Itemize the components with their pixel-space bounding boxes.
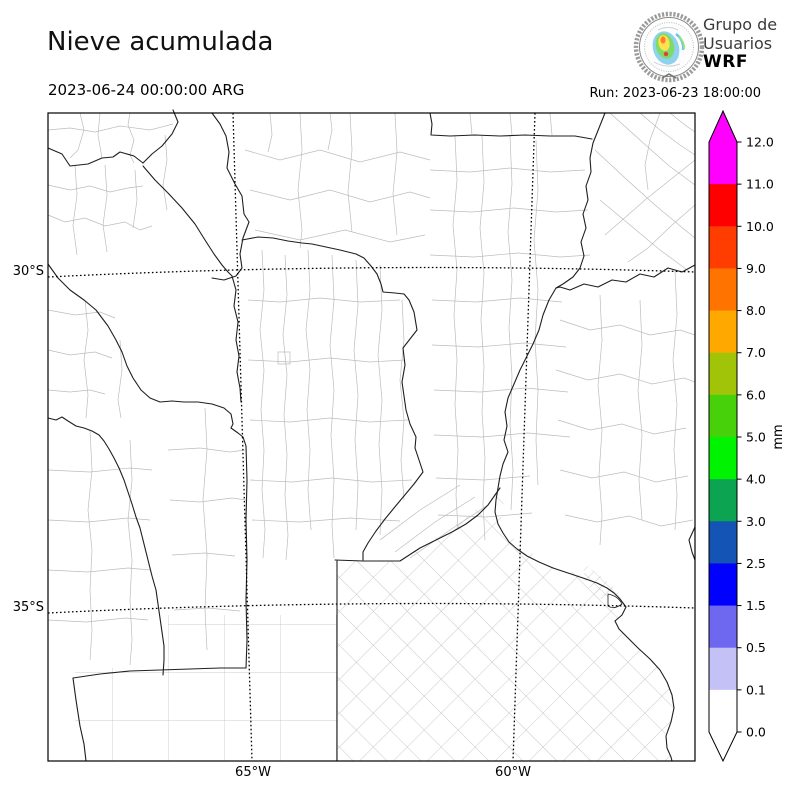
colorbar-segment <box>709 352 737 396</box>
colorbar-tick-label: 7.0 <box>746 345 766 360</box>
gridline-65w <box>232 112 253 762</box>
colorbar-segment <box>709 689 737 733</box>
wrf-users-group-logo-icon <box>633 11 705 83</box>
lat-tick-30s: 30°S <box>12 264 44 279</box>
graticule-gridlines <box>47 112 696 762</box>
buenos-aires-department-grid <box>337 484 674 761</box>
colorbar-segment <box>709 563 737 607</box>
colorbar-tick-label: 6.0 <box>746 387 766 402</box>
colorbar-tick-label: 0.5 <box>746 640 766 655</box>
colorbar-segment <box>709 226 737 269</box>
logo-text: Grupo de Usuarios WRF <box>703 15 777 72</box>
colorbar-segment <box>709 310 737 354</box>
colorbar-tick-label: 9.0 <box>746 261 766 276</box>
map-frame <box>47 112 696 762</box>
lon-tick-60w: 60°W <box>495 765 531 780</box>
colorbar-tick-label: 8.0 <box>746 303 766 318</box>
logo-line-3: WRF <box>703 52 748 72</box>
colorbar-tick-label: 0.0 <box>746 725 766 740</box>
colorbar-tick-label: 11.0 <box>746 177 774 192</box>
colorbar-segment <box>709 605 737 649</box>
logo-line-2: Usuarios <box>703 34 773 53</box>
logo-radar-blob <box>652 27 685 67</box>
province-boundaries <box>47 109 696 762</box>
colorbar-unit-label: mm <box>771 424 786 449</box>
department-boundaries <box>47 112 696 666</box>
colorbar-tick-label: 4.0 <box>746 472 766 487</box>
logo-line-1: Grupo de <box>703 15 778 34</box>
colorbar-tick-label: 3.0 <box>746 514 766 529</box>
colorbar-segment <box>709 521 737 564</box>
colorbar-tick-label: 10.0 <box>746 219 774 234</box>
colorbar-extend-over <box>709 111 737 142</box>
colorbar-segment <box>709 184 737 227</box>
colorbar-tick-label: 2.5 <box>746 556 766 571</box>
colorbar-tick-label: 0.1 <box>746 682 766 697</box>
colorbar-tick-label: 12.0 <box>746 135 774 150</box>
lat-tick-35s: 35°S <box>12 600 44 615</box>
gridline-60w <box>512 112 536 762</box>
valid-time-label: 2023-06-24 00:00:00 ARG <box>48 81 245 99</box>
colorbar-tick-label: 5.0 <box>746 430 766 445</box>
colorbar-tick-label: 1.5 <box>746 598 766 613</box>
lon-tick-65w: 65°W <box>235 765 271 780</box>
page-title: Nieve acumulada <box>47 27 274 57</box>
colorbar-segment <box>709 479 737 522</box>
colorbar-segment <box>709 142 737 185</box>
colorbar-segment <box>709 437 737 480</box>
colorbar: 12.0 11.0 10.0 9.0 8.0 7.0 6.0 5.0 4.0 3.0 2.5 1.5 0… <box>708 109 786 763</box>
la-pampa-department-grid <box>75 615 338 761</box>
run-time-label: Run: 2023-06-23 18:00:00 <box>589 86 761 101</box>
colorbar-segment <box>709 394 737 438</box>
colorbar-segment <box>709 268 737 312</box>
colorbar-segment <box>709 647 737 691</box>
colorbar-extend-under <box>709 732 737 761</box>
